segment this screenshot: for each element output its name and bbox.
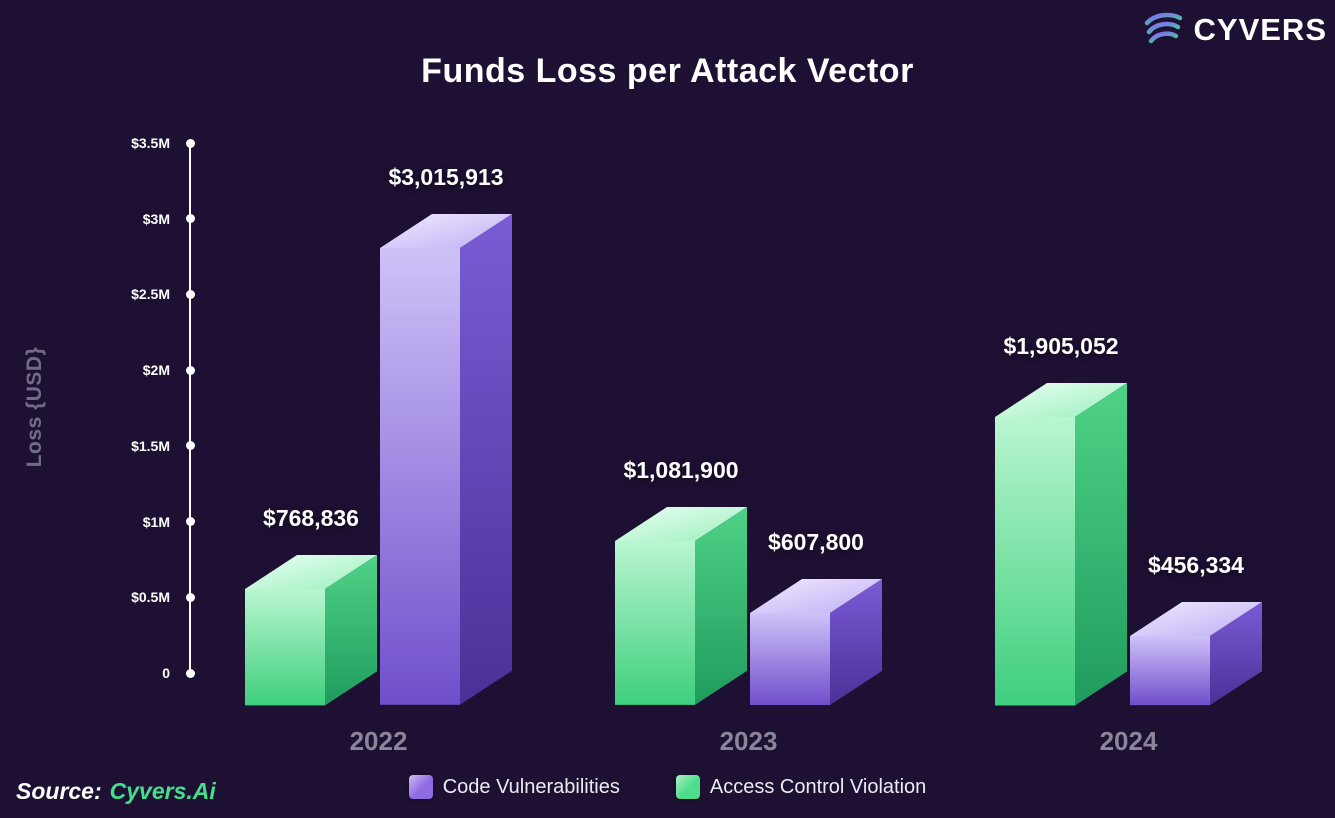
y-tick-dot — [186, 365, 195, 375]
legend-label: Access Control Violation — [709, 775, 927, 798]
category-label: 2023 — [719, 726, 778, 756]
source-name: Cyvers.Ai — [109, 778, 216, 804]
y-tick-dot — [186, 214, 195, 224]
source-prefix: Source: — [16, 778, 102, 804]
y-tick-dot — [186, 592, 195, 602]
category-label: 2022 — [349, 726, 408, 756]
y-tick-dot — [186, 289, 195, 299]
bar-access-control-violation-2022 — [245, 554, 377, 705]
legend-item: Access Control Violation — [675, 775, 927, 799]
legend-swatch — [408, 775, 433, 799]
value-label: $1,905,052 — [1003, 332, 1119, 359]
bar-code-vulnerabilities-2024 — [1130, 601, 1262, 705]
y-tick-dot — [186, 517, 195, 527]
brand-logo: CYVERS — [1140, 10, 1327, 50]
y-tick-label: $1.5M — [131, 437, 170, 454]
value-label: $3,015,913 — [388, 164, 504, 191]
y-tick-label: $3.5M — [131, 135, 170, 151]
bar-code-vulnerabilities-2023 — [750, 578, 882, 705]
bar-access-control-violation-2024 — [995, 382, 1127, 705]
legend-label: Code Vulnerabilities — [442, 775, 620, 798]
category-label: 2024 — [1099, 726, 1158, 756]
legend: Code Vulnerabilities Access Control Viola… — [0, 775, 1335, 799]
value-label: $456,334 — [1148, 551, 1244, 578]
y-tick-dot — [186, 668, 195, 678]
brand-name: CYVERS — [1193, 12, 1327, 47]
y-tick-label: $2.5M — [131, 286, 170, 303]
bar-code-vulnerabilities-2022 — [380, 214, 512, 705]
y-axis-line — [189, 143, 191, 673]
source-credit: Source: Cyvers.Ai — [16, 778, 216, 805]
y-tick-label: $0.5M — [131, 589, 170, 606]
value-label: $1,081,900 — [623, 457, 739, 484]
legend-swatch — [675, 775, 700, 799]
bar-access-control-violation-2023 — [615, 507, 747, 705]
y-axis-title: Loss {USD} — [23, 346, 46, 468]
y-tick-dot — [186, 441, 195, 451]
y-tick-dot — [186, 138, 195, 148]
y-tick-label: $1M — [142, 513, 170, 530]
cyvers-logo-icon — [1144, 12, 1182, 44]
value-label: $768,836 — [263, 504, 359, 531]
legend-item: Code Vulnerabilities — [408, 775, 620, 799]
y-tick-label: 0 — [162, 665, 170, 681]
y-tick-label: $2M — [142, 362, 170, 379]
y-tick-label: $3M — [142, 210, 170, 227]
page-title: Funds Loss per Attack Vector — [421, 52, 914, 90]
value-label: $607,800 — [768, 528, 864, 555]
